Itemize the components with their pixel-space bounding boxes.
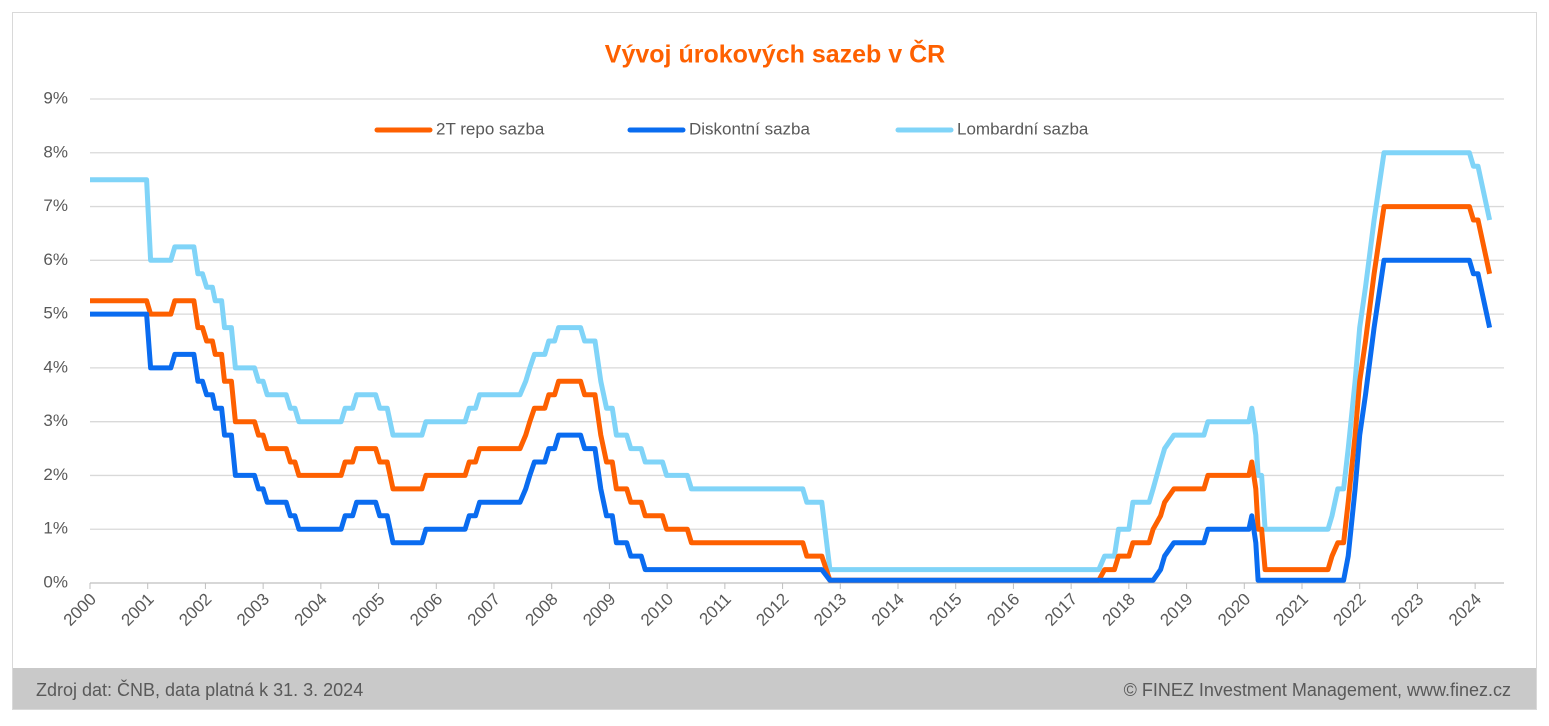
y-tick-label: 1%: [43, 519, 68, 538]
series-line: [90, 204, 1493, 583]
y-tick-label: 3%: [43, 411, 68, 430]
series-line: [90, 150, 1493, 573]
y-tick-label: 4%: [43, 357, 68, 376]
y-tick-label: 9%: [43, 88, 68, 107]
y-tick-label: 8%: [43, 142, 68, 161]
chart-frame: [12, 12, 1537, 710]
y-tick-label: 6%: [43, 250, 68, 269]
footer-source: Zdroj dat: ČNB, data platná k 31. 3. 202…: [36, 679, 363, 700]
footer-copyright: © FINEZ Investment Management, www.finez…: [1124, 680, 1511, 700]
legend-label: 2T repo sazba: [436, 119, 545, 138]
chart-title: Vývoj úrokových sazeb v ČR: [605, 39, 945, 69]
legend-label: Diskontní sazba: [689, 119, 810, 138]
y-tick-label: 2%: [43, 465, 68, 484]
footer-bar: [13, 668, 1536, 709]
legend-label: Lombardní sazba: [957, 119, 1089, 138]
series-line: [90, 257, 1493, 583]
y-tick-label: 7%: [43, 196, 68, 215]
y-tick-label: 0%: [43, 572, 68, 591]
y-tick-label: 5%: [43, 304, 68, 323]
